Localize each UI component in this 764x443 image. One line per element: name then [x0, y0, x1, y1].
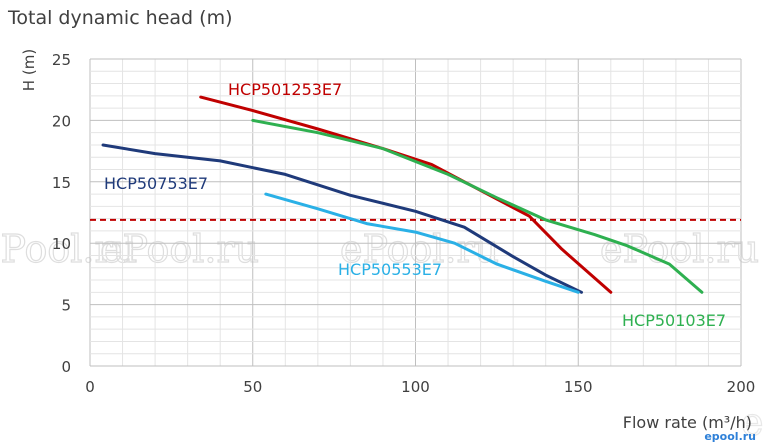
watermark-text: ePool.ru — [600, 227, 759, 271]
series-label-hcp50103e7: HCP50103E7 — [622, 311, 726, 330]
series-line-hcp50103e7 — [251, 118, 704, 294]
series-layer — [101, 95, 704, 294]
series-line-hcp50553e7 — [264, 192, 580, 294]
watermark-text: ePool.ru — [0, 227, 137, 271]
y-tick-label: 25 — [52, 51, 71, 69]
x-tick-label: 0 — [85, 378, 95, 396]
watermark-text: ePool.ru — [741, 400, 764, 443]
x-tick-label: 50 — [243, 378, 262, 396]
series-line-hcp50753e7 — [101, 143, 583, 294]
y-tick-label: 10 — [52, 235, 71, 253]
x-tick-label: 200 — [727, 378, 756, 396]
grid-layer — [89, 58, 742, 367]
epool-logo: epool.ru — [704, 430, 756, 443]
y-tick-label: 15 — [52, 174, 71, 192]
y-tick-label: 5 — [61, 297, 71, 315]
series-label-hcp501253e7: HCP501253E7 — [228, 80, 342, 99]
watermark-text: ePool.ru — [100, 227, 259, 271]
series-label-hcp50553e7: HCP50553E7 — [338, 260, 442, 279]
series-label-hcp50753e7: HCP50753E7 — [104, 174, 208, 193]
series-label-layer: HCP501253E7 HCP50103E7 HCP50753E7 HCP50553E… — [104, 80, 726, 330]
tick-layer: 0 50 100 150 200 0 5 10 15 20 25 — [52, 51, 755, 396]
y-tick-label: 20 — [52, 112, 71, 130]
x-tick-label: 100 — [401, 378, 430, 396]
x-axis-label: Flow rate (m³/h) — [623, 413, 752, 432]
chart-title: Total dynamic head (m) — [7, 7, 232, 29]
y-tick-label: 0 — [61, 358, 71, 376]
x-tick-label: 150 — [564, 378, 593, 396]
y-axis-label: H (m) — [20, 49, 38, 91]
